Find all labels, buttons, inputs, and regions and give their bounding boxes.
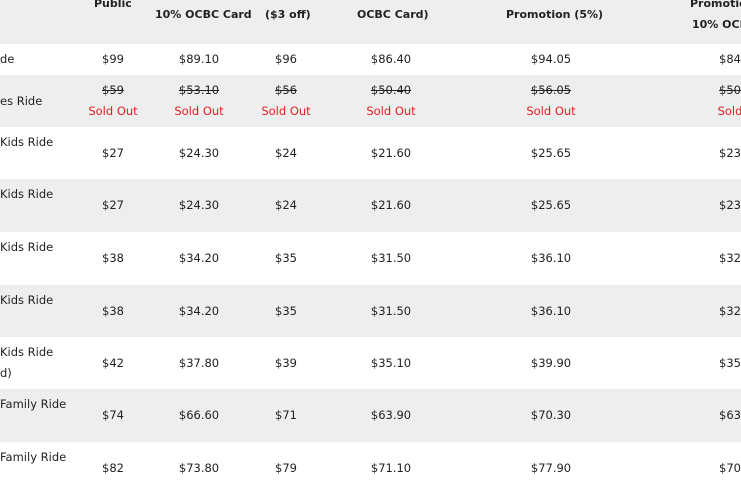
ride-name-line2: d)	[0, 366, 12, 380]
price-ocbc-10: $66.60	[178, 408, 220, 422]
header-ocbc-10: 10% OCBC Card	[155, 8, 252, 21]
price-promo-ocbc: $50	[719, 83, 741, 97]
price-public: $82	[102, 461, 124, 475]
table-row: Kids Ride $38 $34.20 $35 $31.50 $36.10 $…	[0, 232, 741, 285]
price-promo-ocbc: $35	[719, 356, 741, 370]
table-row: Kids Ride $27 $24.30 $24 $21.60 $25.65 $…	[0, 127, 741, 179]
price-promo-ocbc: $23	[719, 198, 741, 212]
price-promo-ocbc: $63	[719, 408, 741, 422]
price-public: $27	[102, 146, 124, 160]
table-row: Family Ride $82 $73.80 $79 $71.10 $77.90…	[0, 442, 741, 486]
ride-name: Kids Ride	[0, 293, 54, 307]
ride-name: de	[0, 52, 15, 66]
price-ocbc-10: $34.20	[178, 304, 220, 318]
price-public: $74	[102, 408, 124, 422]
price-public: $38	[102, 251, 124, 265]
price-ocbc-card: $31.50	[370, 251, 412, 265]
price-3-off: $71	[275, 408, 297, 422]
price-public: $42	[102, 356, 124, 370]
header-promotion-cut: Promotio	[690, 0, 741, 10]
price-ocbc-card: $86.40	[370, 52, 412, 66]
table-row: Kids Ride $38 $34.20 $35 $31.50 $36.10 $…	[0, 285, 741, 337]
price-promotion: $36.10	[530, 251, 572, 265]
price-ocbc-10: $89.10	[178, 52, 220, 66]
price-ocbc-10: $24.30	[178, 146, 220, 160]
price-3-off: $56	[275, 83, 297, 97]
sold-out-label: Sold	[717, 104, 741, 118]
price-promotion: $25.65	[530, 146, 572, 160]
price-promotion: $70.30	[530, 408, 572, 422]
header-3-off: ($3 off)	[265, 8, 311, 21]
price-ocbc-card: $21.60	[370, 146, 412, 160]
price-promo-ocbc: $32	[719, 251, 741, 265]
header-ocbc-card: OCBC Card)	[357, 8, 429, 21]
price-3-off: $24	[275, 146, 297, 160]
price-public: $38	[102, 304, 124, 318]
price-ocbc-card: $31.50	[370, 304, 412, 318]
price-ocbc-card: $71.10	[370, 461, 412, 475]
price-ocbc-card: $50.40	[370, 83, 412, 97]
table-row: Family Ride $74 $66.60 $71 $63.90 $70.30…	[0, 389, 741, 442]
price-3-off: $24	[275, 198, 297, 212]
price-promotion: $77.90	[530, 461, 572, 475]
ride-name: es Ride	[0, 94, 43, 108]
header-public: Public	[94, 0, 132, 10]
price-promotion: $36.10	[530, 304, 572, 318]
sold-out-label: Sold Out	[174, 104, 224, 118]
price-ocbc-card: $63.90	[370, 408, 412, 422]
table-row: Kids Ride $27 $24.30 $24 $21.60 $25.65 $…	[0, 179, 741, 232]
price-ocbc-10: $73.80	[178, 461, 220, 475]
price-3-off: $35	[275, 304, 297, 318]
price-ocbc-10: $24.30	[178, 198, 220, 212]
table-row: Kids Ride d) $42 $37.80 $39 $35.10 $39.9…	[0, 337, 741, 389]
price-ocbc-10: $37.80	[178, 356, 220, 370]
header-ocbc-cut: 10% OCB	[692, 18, 741, 31]
price-ocbc-card: $21.60	[370, 198, 412, 212]
header-promotion-5: Promotion (5%)	[506, 8, 604, 21]
sold-out-label: Sold Out	[261, 104, 311, 118]
price-promo-ocbc: $23	[719, 146, 741, 160]
price-3-off: $96	[275, 52, 297, 66]
price-promotion: $39.90	[530, 356, 572, 370]
price-public: $59	[102, 83, 124, 97]
table-header: Public 10% OCBC Card ($3 off) OCBC Card)…	[0, 0, 741, 44]
ride-name: Kids Ride	[0, 187, 54, 201]
sold-out-label: Sold Out	[526, 104, 576, 118]
price-ocbc-card: $35.10	[370, 356, 412, 370]
ride-name: Kids Ride	[0, 240, 54, 254]
table-row: de $99 $89.10 $96 $86.40 $94.05 $84	[0, 44, 741, 75]
price-promo-ocbc: $84	[719, 52, 741, 66]
price-promo-ocbc: $32	[719, 304, 741, 318]
ride-name: Kids Ride	[0, 345, 54, 359]
price-promotion: $25.65	[530, 198, 572, 212]
price-public: $27	[102, 198, 124, 212]
price-promotion: $94.05	[530, 52, 572, 66]
price-ocbc-10: $53.10	[178, 83, 220, 97]
sold-out-label: Sold Out	[366, 104, 416, 118]
price-3-off: $79	[275, 461, 297, 475]
ride-name: Family Ride	[0, 450, 67, 464]
table-row: es Ride $59 $53.10 $56 $50.40 $56.05 $50…	[0, 75, 741, 127]
price-3-off: $35	[275, 251, 297, 265]
ride-name: Family Ride	[0, 397, 67, 411]
price-ocbc-10: $34.20	[178, 251, 220, 265]
sold-out-label: Sold Out	[88, 104, 138, 118]
price-promo-ocbc: $70	[719, 461, 741, 475]
price-public: $99	[102, 52, 124, 66]
ride-name: Kids Ride	[0, 135, 54, 149]
price-promotion: $56.05	[530, 83, 572, 97]
price-3-off: $39	[275, 356, 297, 370]
